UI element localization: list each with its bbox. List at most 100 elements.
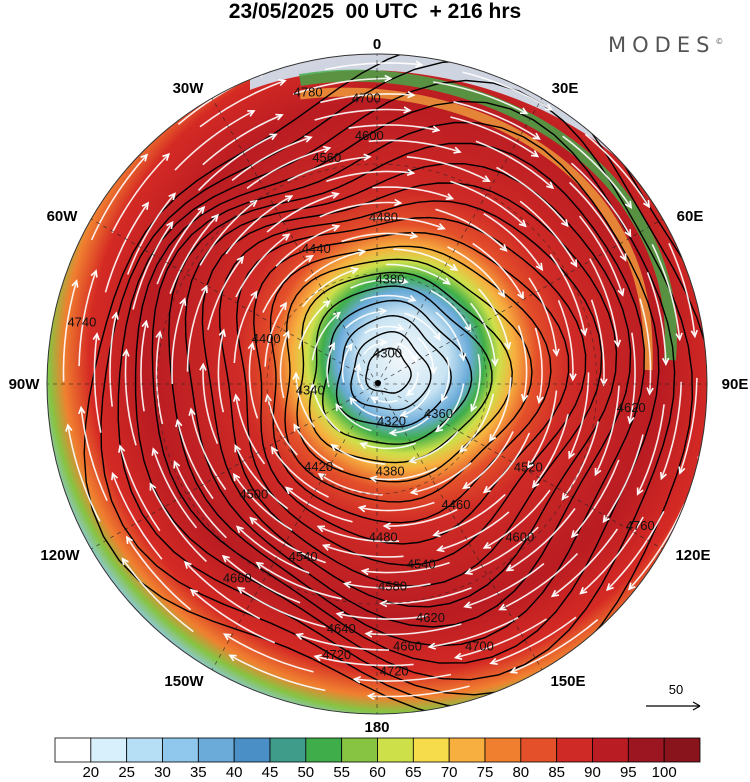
streamline-arrowhead (409, 488, 419, 496)
streamline-arrowhead (550, 589, 560, 598)
streamline (432, 81, 528, 115)
streamline (225, 195, 293, 255)
streamline (326, 170, 414, 182)
streamline-arrowhead (432, 125, 441, 133)
streamline (584, 133, 650, 208)
streamline (199, 79, 286, 128)
streamline (319, 201, 401, 218)
streamline (229, 654, 326, 692)
latitude-circle (156, 163, 598, 605)
streamline (341, 343, 353, 383)
streamline-arrowhead (295, 632, 304, 640)
streamline-arrowhead (605, 583, 614, 592)
streamline (368, 685, 470, 698)
streamline (417, 336, 435, 374)
streamline-arrowhead (349, 396, 357, 405)
streamline-arrowhead (530, 150, 540, 158)
streamline (483, 432, 531, 493)
streamline-arrowhead (141, 319, 149, 328)
streamline-arrowhead (432, 530, 441, 538)
lon-label-150w: 150W (164, 673, 204, 690)
streamline-arrowhead (570, 259, 578, 268)
streamline (348, 124, 439, 132)
streamline (602, 434, 644, 523)
streamline (429, 616, 519, 648)
streamline (199, 200, 257, 266)
streamline (169, 214, 219, 294)
streamline-arrowhead (627, 416, 635, 425)
streamline-arrowhead (90, 269, 98, 278)
contour-label: 4440 (302, 241, 331, 256)
streamline (311, 312, 341, 361)
streamline-arrowhead (580, 328, 588, 337)
height-contour (296, 271, 513, 483)
streamline-arrowhead (401, 45, 407, 51)
contour-label: 4760 (626, 518, 655, 533)
streamline-arrowhead (335, 611, 344, 619)
streamline-arrowhead (568, 450, 576, 460)
streamline (450, 180, 527, 227)
streamline-arrowhead (619, 253, 627, 262)
contour-label: 4560 (312, 150, 341, 165)
streamline (344, 310, 386, 329)
streamline-arrowhead (78, 405, 86, 415)
meridian-line (91, 218, 378, 385)
colorbar-swatch (484, 737, 522, 763)
streamline-arrowhead (394, 198, 403, 207)
colorbar-tick-label: 50 (297, 764, 314, 781)
contour-label: 4480 (369, 529, 398, 544)
contour-label: 4520 (514, 459, 543, 474)
streamline (571, 459, 620, 538)
streamline (370, 217, 445, 230)
colorbar-swatch (448, 737, 486, 763)
contour-label: 4540 (407, 557, 436, 572)
colorbar-swatch (663, 737, 701, 763)
streamline-arrowhead (140, 153, 149, 162)
colorbar-tick-label: 30 (154, 764, 171, 781)
streamline (235, 395, 266, 465)
streamline-arrowhead (491, 358, 499, 367)
contour-label: 4320 (377, 413, 406, 428)
streamline-arrowhead (450, 263, 459, 271)
streamline-arrowhead (613, 339, 622, 348)
streamline-arrowhead (561, 219, 569, 228)
streamline (499, 553, 579, 611)
streamline (435, 311, 465, 360)
streamline-arrowhead (236, 586, 246, 594)
contour-labels: 4300 4320 4340 4360 4380 4380 4400 4420 4440 4460… (67, 85, 654, 679)
colorbar-tick-label: 65 (405, 764, 422, 781)
streamline-arrowhead (498, 603, 507, 611)
streamline-arrowhead (579, 587, 588, 595)
colorbar-swatch (233, 737, 271, 763)
streamline (400, 389, 431, 417)
colorbar-swatch (377, 737, 414, 763)
streamline (496, 166, 569, 227)
streamline (173, 461, 227, 539)
streamline-arrowhead (282, 330, 290, 339)
streamline-arrowhead (504, 341, 512, 351)
streamline-arrowhead (313, 654, 322, 662)
streamline-arrowhead (162, 152, 171, 161)
streamline-arrowhead (441, 393, 448, 403)
streamline-arrowhead (250, 290, 258, 299)
streamline-arrowhead (332, 311, 341, 320)
streamline-arrowhead (602, 514, 610, 524)
streamline-arrowhead (279, 301, 287, 310)
streamline (256, 562, 342, 600)
contour-label: 4740 (67, 315, 96, 330)
streamline-arrowhead (499, 244, 508, 252)
copyright-mark: © (715, 37, 724, 46)
streamline-arrowhead (350, 267, 360, 275)
streamline-arrowhead (678, 466, 686, 475)
streamline-arrowhead (321, 543, 331, 551)
colorbar-tick-label: 55 (333, 764, 350, 781)
height-contour (350, 330, 432, 411)
colorbar-tick-label: 100 (652, 764, 677, 781)
streamline-arrowhead (292, 371, 300, 380)
streamline-arrowhead (690, 329, 698, 339)
streamline (149, 483, 207, 563)
streamline-arrowhead (331, 224, 341, 232)
streamline-arrowhead (173, 460, 181, 469)
streamline-arrowhead (535, 262, 544, 272)
pole-marker (375, 380, 381, 386)
